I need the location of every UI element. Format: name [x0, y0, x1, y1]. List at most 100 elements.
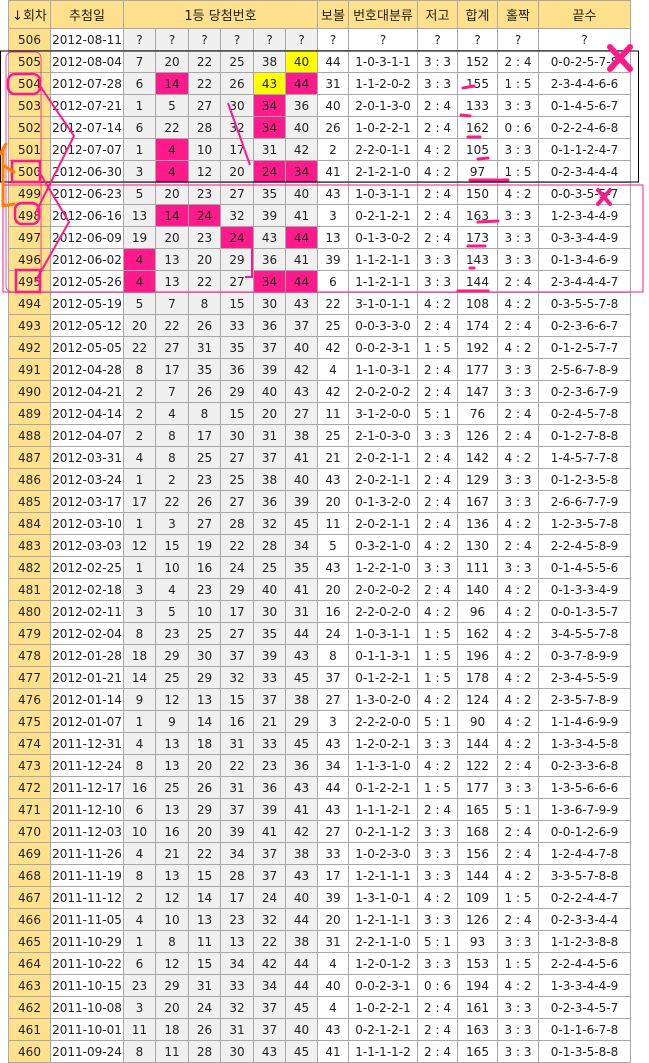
number-cell: 40: [285, 336, 318, 359]
table-row: 460 2011-09-24 8 11 28 30 43 45 41 1-1-1-1-2 2 : 4…: [8, 1040, 631, 1063]
sum-cell: 147: [457, 380, 498, 403]
round-cell: 488: [8, 424, 51, 447]
number-cell: 24: [220, 226, 254, 249]
odd-even-cell: 4 : 2: [497, 864, 539, 887]
number-cell: 29: [285, 710, 318, 733]
odd-even-cell: 2 : 4: [497, 842, 539, 865]
number-cell: 13: [155, 270, 189, 293]
range-cell: 0-0-2-3-1: [348, 336, 418, 359]
bonus-cell: 41: [317, 1040, 349, 1063]
sum-cell: 165: [457, 1040, 498, 1063]
number-cell: 42: [285, 820, 318, 843]
round-cell: 485: [8, 490, 51, 513]
number-cell: 43: [253, 72, 286, 95]
range-cell: 3-1-0-1-1: [348, 292, 418, 315]
date-cell: 2012-05-05: [50, 336, 124, 359]
low-high-cell: ?: [417, 28, 458, 51]
number-cell: 38: [253, 50, 286, 73]
date-cell: 2011-10-29: [50, 930, 124, 953]
date-cell: 2012-06-02: [50, 248, 124, 271]
endings-cell: 1-2-3-4-4-9: [538, 204, 631, 227]
table-row: 471 2011-12-10 6 13 29 37 39 41 43 1-1-1-2-1 2 : 4…: [8, 798, 631, 821]
odd-even-cell: 3 : 3: [497, 94, 539, 117]
round-cell: 464: [8, 952, 51, 975]
bonus-cell: 27: [317, 820, 349, 843]
sum-cell: 177: [457, 358, 498, 381]
date-cell: 2011-10-08: [50, 996, 124, 1019]
number-cell: 22: [253, 930, 286, 953]
number-cell: 15: [220, 292, 254, 315]
low-high-cell: 1 : 5: [417, 776, 458, 799]
number-cell: 23: [253, 754, 286, 777]
number-cell: 23: [188, 468, 221, 491]
range-cell: 3-1-2-0-0: [348, 402, 418, 425]
number-cell: 7: [155, 380, 189, 403]
endings-cell: 2-3-4-4-6-6: [538, 72, 631, 95]
number-cell: 8: [188, 402, 221, 425]
range-cell: 1-0-2-2-1: [348, 116, 418, 139]
round-cell: 502: [8, 116, 51, 139]
number-cell: 40: [253, 380, 286, 403]
odd-even-cell: 1 : 5: [497, 72, 539, 95]
number-cell: 16: [220, 710, 254, 733]
table-row: 468 2011-11-19 8 13 15 28 37 43 17 1-2-1-1-1 3 : 3…: [8, 864, 631, 887]
odd-even-cell: 5 : 1: [497, 798, 539, 821]
number-cell: 19: [188, 534, 221, 557]
number-cell: 36: [285, 94, 318, 117]
odd-even-cell: 4 : 2: [497, 600, 539, 623]
number-cell: 27: [220, 490, 254, 513]
number-cell: 25: [253, 556, 286, 579]
number-cell: 5: [123, 292, 156, 315]
sum-cell: 194: [457, 974, 498, 997]
number-cell: 44: [285, 622, 318, 645]
bonus-cell: 34: [317, 754, 349, 777]
date-cell: 2012-03-03: [50, 534, 124, 557]
round-cell: 463: [8, 974, 51, 997]
date-cell: 2012-02-25: [50, 556, 124, 579]
date-cell: 2012-07-07: [50, 138, 124, 161]
number-cell: 4: [123, 842, 156, 865]
range-cell: 2-1-2-1-0: [348, 160, 418, 183]
sum-cell: 124: [457, 688, 498, 711]
sum-cell: 108: [457, 292, 498, 315]
date-cell: 2012-03-10: [50, 512, 124, 535]
range-cell: 2-0-1-3-0: [348, 94, 418, 117]
range-cell: 2-0-2-0-2: [348, 380, 418, 403]
endings-cell: 0-2-4-5-7-8: [538, 402, 631, 425]
low-high-cell: 5 : 1: [417, 710, 458, 733]
number-cell: 41: [285, 798, 318, 821]
number-cell: 4: [155, 138, 189, 161]
number-cell: 26: [188, 380, 221, 403]
number-cell: 32: [220, 666, 254, 689]
number-cell: 20: [155, 182, 189, 205]
odd-even-cell: 3 : 3: [497, 776, 539, 799]
number-cell: 13: [155, 248, 189, 271]
endings-cell: 1-2-3-5-7-8: [538, 512, 631, 535]
endings-cell: 0-2-3-6-7-9: [538, 380, 631, 403]
range-cell: 0-1-2-2-1: [348, 776, 418, 799]
header-round[interactable]: ↓회차: [8, 0, 51, 29]
number-cell: 30: [188, 644, 221, 667]
sum-cell: 196: [457, 644, 498, 667]
low-high-cell: 4 : 2: [417, 534, 458, 557]
number-cell: 31: [220, 1018, 254, 1041]
number-cell: 37: [220, 798, 254, 821]
table-row: 501 2012-07-07 1 4 10 17 31 42 2 2-2-0-1-1 4 : 2 10…: [8, 138, 631, 161]
header-range: 번호대분류: [348, 0, 418, 29]
number-cell: 22: [220, 754, 254, 777]
odd-even-cell: 3 : 3: [497, 138, 539, 161]
range-cell: 2-2-0-1-1: [348, 138, 418, 161]
number-cell: 4: [155, 578, 189, 601]
number-cell: 8: [123, 358, 156, 381]
bonus-cell: 25: [317, 424, 349, 447]
number-cell: 31: [188, 336, 221, 359]
number-cell: 30: [220, 424, 254, 447]
number-cell: 38: [285, 688, 318, 711]
number-cell: 4: [155, 402, 189, 425]
number-cell: 26: [188, 1018, 221, 1041]
round-cell: 477: [8, 666, 51, 689]
low-high-cell: 2 : 4: [417, 446, 458, 469]
sum-cell: 167: [457, 490, 498, 513]
